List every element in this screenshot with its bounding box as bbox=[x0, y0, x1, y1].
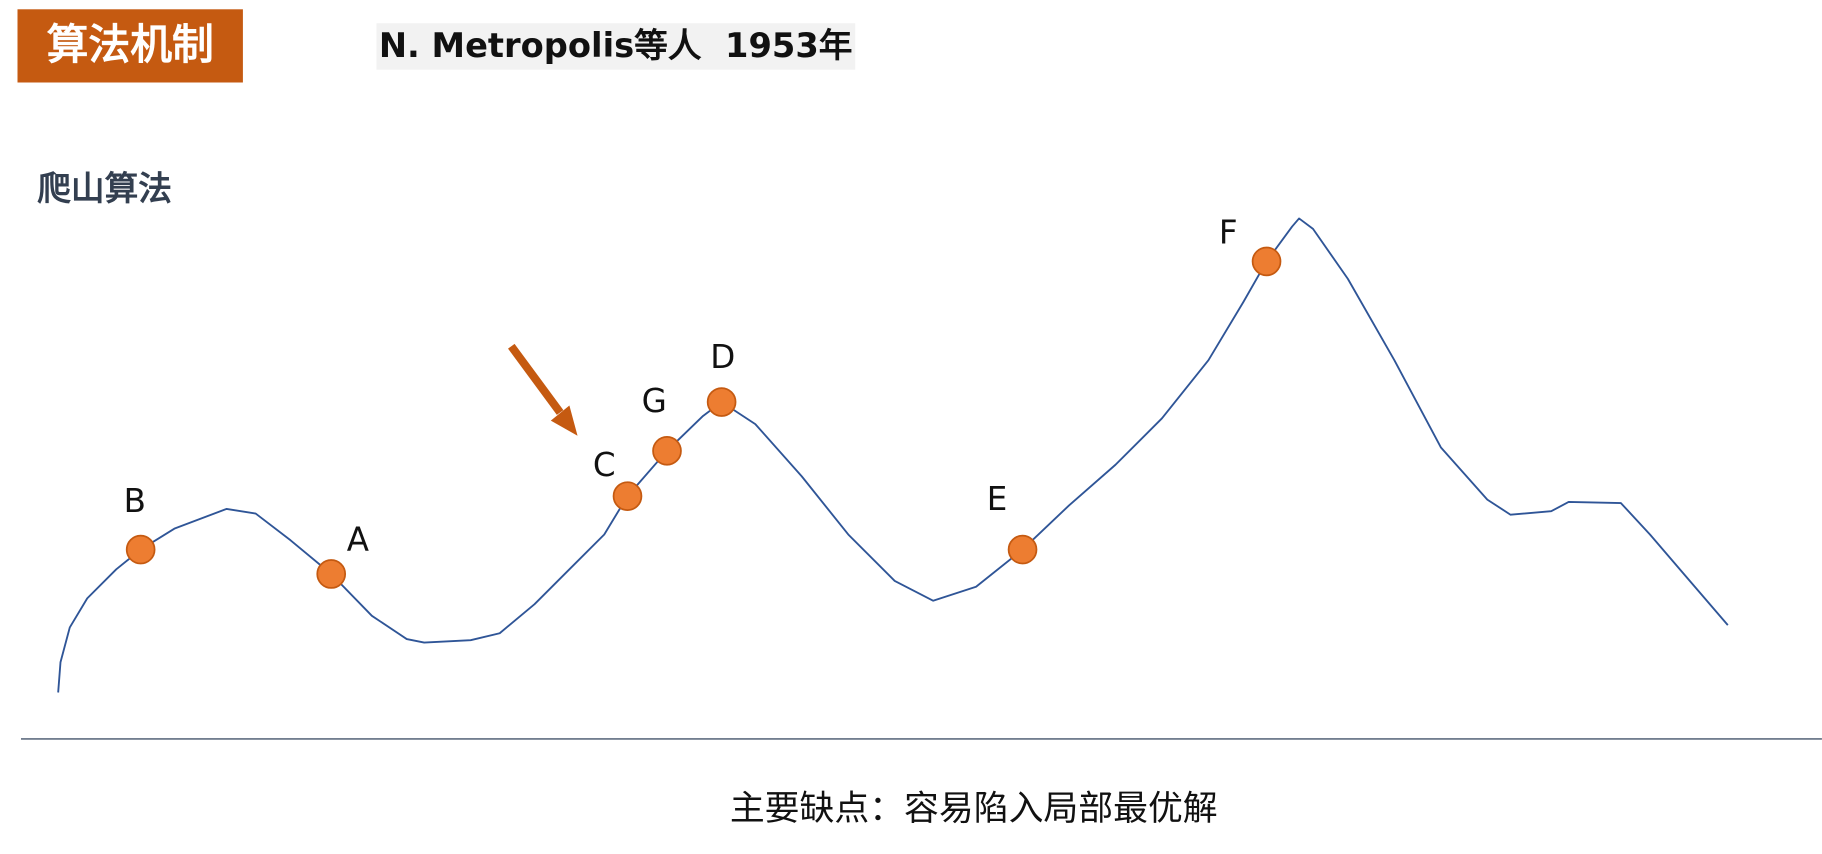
point-label: D bbox=[710, 338, 735, 376]
point-label: F bbox=[1219, 214, 1238, 252]
point-label: B bbox=[124, 482, 146, 520]
point bbox=[125, 534, 156, 565]
point bbox=[652, 436, 682, 466]
title-box bbox=[17, 9, 243, 83]
title: 算法机制 bbox=[47, 20, 214, 69]
point-label: A bbox=[347, 520, 369, 558]
point bbox=[612, 481, 643, 511]
point bbox=[316, 559, 347, 589]
point bbox=[706, 387, 737, 417]
landscape-curve bbox=[57, 217, 1729, 693]
point bbox=[1007, 534, 1038, 565]
point-label: C bbox=[593, 446, 616, 484]
point bbox=[1251, 246, 1282, 277]
arrow-shaft bbox=[508, 343, 564, 415]
arrow-head bbox=[550, 405, 578, 436]
point-label: E bbox=[987, 480, 1008, 518]
section-title: 爬山算法 bbox=[37, 169, 172, 208]
subtitle: N. Metropolis等人 1953年 bbox=[379, 26, 853, 65]
subtitle-box bbox=[376, 23, 856, 70]
footer-text: 主要缺点：容易陷入局部最优解 bbox=[730, 789, 1218, 829]
point-label: G bbox=[642, 382, 667, 420]
